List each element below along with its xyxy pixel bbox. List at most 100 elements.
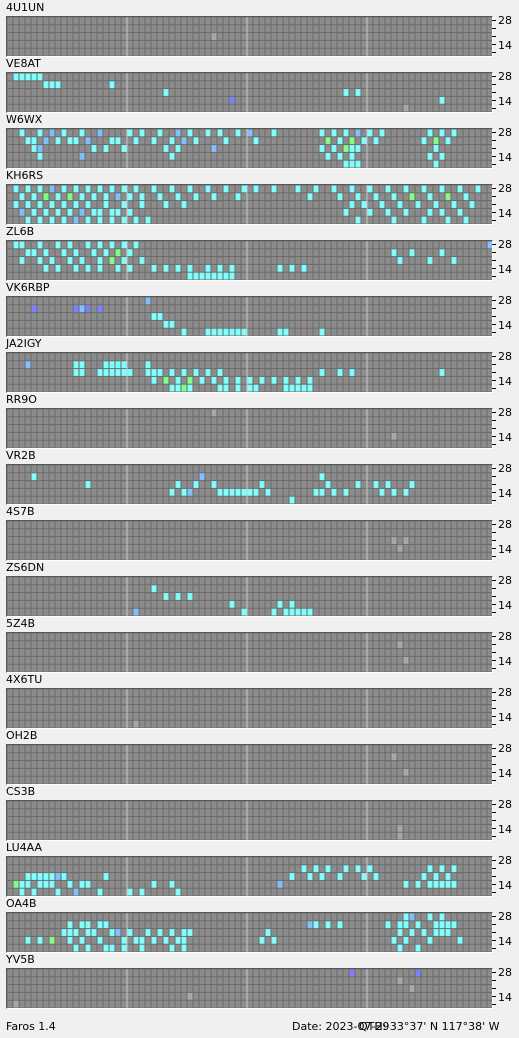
grid-cell (397, 25, 403, 33)
grid-cell (439, 272, 445, 280)
grid-cell (61, 89, 67, 96)
grid-cell (427, 160, 433, 168)
beacon-panel: RR9O 28 14 (0, 392, 519, 449)
grid-cell (241, 496, 247, 504)
grid-cell (127, 272, 133, 280)
grid-cell (235, 152, 241, 160)
grid-cell (271, 577, 277, 585)
grid-cell (487, 264, 492, 272)
grid-cell (415, 89, 421, 96)
detection-cell (319, 369, 325, 376)
grid-cell (43, 160, 49, 168)
grid-cell (439, 537, 445, 544)
grid-cell (409, 152, 415, 160)
grid-cell (289, 376, 295, 384)
grid-cell (103, 160, 109, 168)
grid-cell (439, 384, 445, 392)
grid-cell (457, 272, 463, 280)
grid-cell (169, 529, 175, 537)
grid-cell (337, 585, 343, 593)
grid-cell (43, 129, 49, 137)
grid-cell (235, 361, 241, 369)
grid-cell (283, 257, 289, 264)
grid-cell (349, 585, 355, 593)
grid-cell (169, 25, 175, 33)
grid-cell (307, 313, 313, 320)
grid-cell (271, 320, 277, 328)
grid-cell (415, 544, 421, 552)
grid-cell (415, 48, 421, 56)
grid-cell (259, 313, 265, 320)
detection-cell (187, 272, 193, 280)
grid-cell (241, 313, 247, 320)
grid-cell (181, 353, 187, 361)
grid-cell (325, 305, 331, 313)
grid-cell (43, 313, 49, 320)
grid-cell (355, 353, 361, 361)
grid-cell (265, 96, 271, 104)
grid-cell (403, 305, 409, 313)
grid-cell (481, 481, 487, 488)
grid-cell (475, 361, 481, 369)
grid-cell (451, 465, 457, 473)
grid-cell (193, 313, 199, 320)
grid-cell (109, 353, 115, 361)
grid-cell (247, 361, 253, 369)
scale-top-label: 28 (498, 14, 512, 27)
grid-cell (31, 521, 37, 529)
grid-cell (259, 305, 265, 313)
grid-cell (463, 104, 469, 112)
grid-cell (361, 193, 367, 201)
grid-cell (349, 425, 355, 432)
grid-cell (259, 320, 265, 328)
grid-cell (421, 488, 427, 496)
grid-cell (301, 600, 307, 608)
grid-cell (301, 481, 307, 488)
hour-separator (366, 521, 368, 560)
grid-cell (91, 481, 97, 488)
grid-cell (25, 488, 31, 496)
grid-cell (229, 577, 235, 585)
grid-cell (169, 496, 175, 504)
grid-cell (19, 81, 25, 89)
grid-cell (85, 257, 91, 264)
grid-cell (283, 137, 289, 145)
grid-cell (307, 432, 313, 440)
grid-cell (295, 409, 301, 417)
detection-cell (223, 137, 229, 145)
grid-cell (169, 81, 175, 89)
grid-cell (283, 48, 289, 56)
grid-cell (277, 257, 283, 264)
grid-cell (97, 425, 103, 432)
grid-cell (241, 425, 247, 432)
grid-cell (235, 201, 241, 208)
detection-cell (85, 216, 91, 224)
grid-cell (283, 593, 289, 600)
grid-cell (181, 73, 187, 81)
grid-cell (109, 297, 115, 305)
grid-cell (61, 208, 67, 216)
grid-cell (241, 320, 247, 328)
grid-cell (355, 552, 361, 560)
grid-cell (169, 465, 175, 473)
grid-cell (445, 201, 451, 208)
grid-cell (307, 25, 313, 33)
grid-cell (457, 473, 463, 481)
grid-cell (295, 361, 301, 369)
grid-cell (103, 264, 109, 272)
grid-cell (433, 361, 439, 369)
grid-cell (193, 544, 199, 552)
grid-cell (253, 496, 259, 504)
grid-cell (433, 425, 439, 432)
scale-tick (492, 388, 496, 389)
grid-cell (445, 417, 451, 425)
grid-cell (451, 384, 457, 392)
grid-cell (415, 521, 421, 529)
grid-cell (133, 81, 139, 89)
grid-cell (91, 425, 97, 432)
grid-cell (265, 249, 271, 257)
grid-cell (373, 17, 379, 25)
grid-cell (43, 521, 49, 529)
grid-cell (487, 129, 492, 137)
grid-cell (451, 89, 457, 96)
